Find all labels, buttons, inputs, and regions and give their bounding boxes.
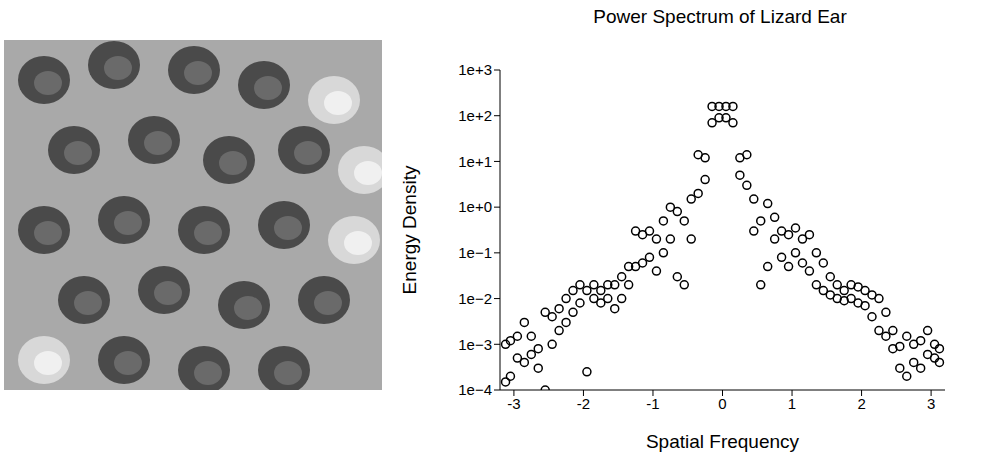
svg-text:3: 3 (927, 395, 935, 412)
svg-text:0: 0 (718, 395, 726, 412)
svg-text:1e+0: 1e+0 (458, 198, 492, 215)
svg-text:1e−4: 1e−4 (458, 381, 492, 398)
svg-text:1e+2: 1e+2 (458, 107, 492, 124)
svg-text:1e+3: 1e+3 (458, 61, 492, 78)
svg-text:1: 1 (788, 395, 796, 412)
svg-text:Energy Density: Energy Density (399, 165, 420, 294)
svg-text:-1: -1 (646, 395, 659, 412)
html-text:Power Spectrum of Lizard Ear: Power Spectrum of Lizard Ear (593, 6, 847, 27)
svg-text:1e+1: 1e+1 (458, 153, 492, 170)
svg-text:1e−3: 1e−3 (458, 336, 492, 353)
svg-text:Spatial Frequency: Spatial Frequency (646, 431, 800, 452)
svg-text:-2: -2 (577, 395, 590, 412)
svg-text:1e−2: 1e−2 (458, 290, 492, 307)
svg-text:2: 2 (857, 395, 865, 412)
svg-text:-3: -3 (507, 395, 520, 412)
svg-text:1e−1: 1e−1 (458, 244, 492, 261)
